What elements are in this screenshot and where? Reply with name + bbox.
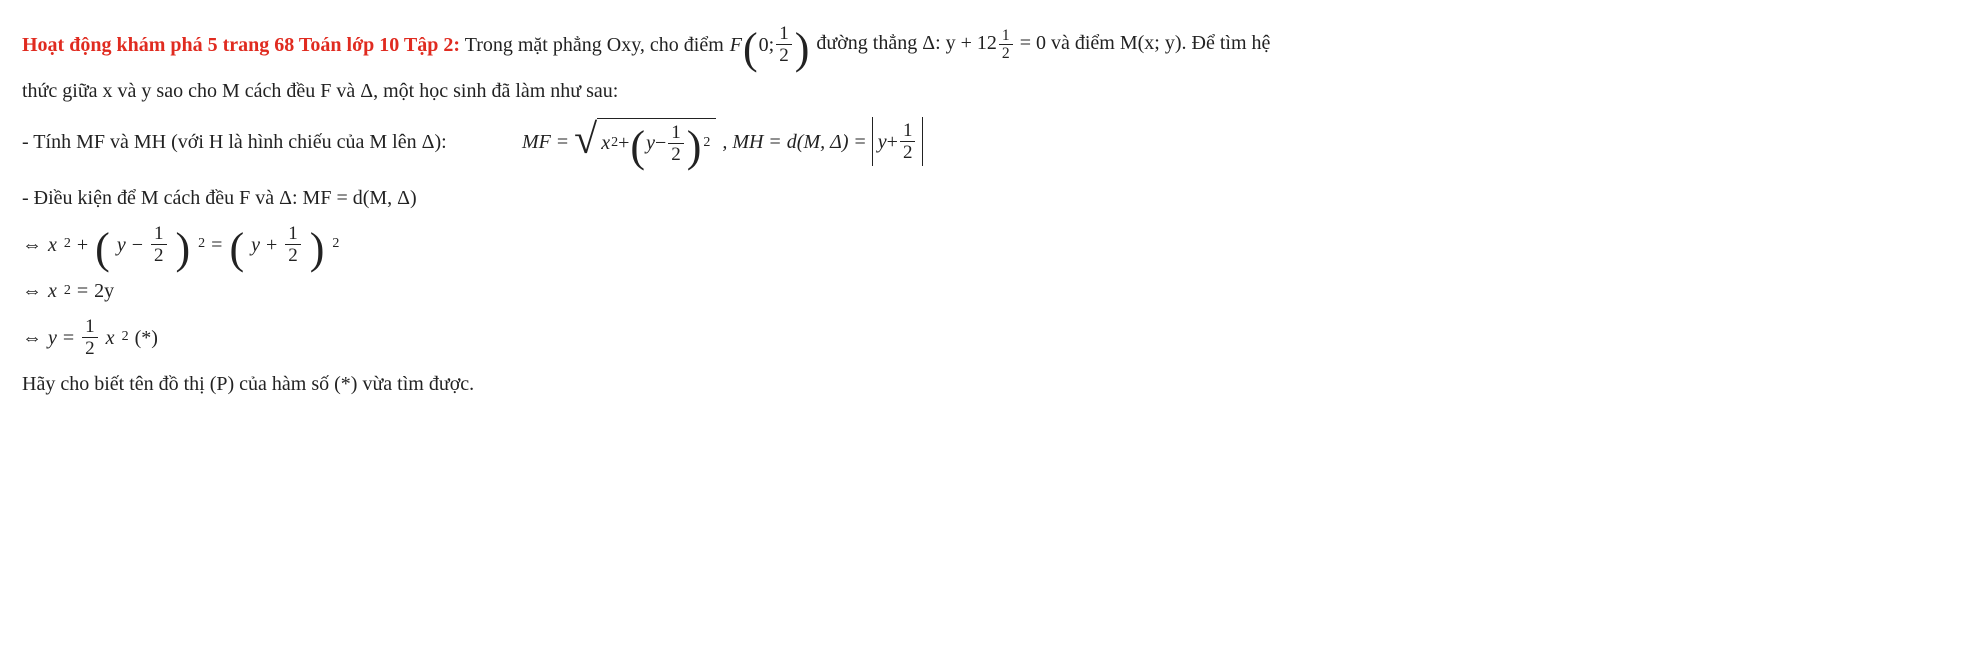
- abs: y + 1 2: [872, 117, 924, 166]
- eq1: =: [557, 126, 568, 158]
- xb: x: [48, 275, 57, 307]
- sup1: 2: [611, 132, 618, 154]
- minusa: −: [132, 229, 143, 261]
- half1: 1 2: [668, 123, 684, 164]
- F-frac: 1 2: [776, 24, 792, 65]
- sqrt: √ x2 + ( y − 1 2 )2: [574, 118, 716, 166]
- plus1: +: [618, 127, 629, 159]
- xa: x: [48, 229, 57, 261]
- step1-row: - Tính MF và MH (với H là hình chiếu của…: [22, 117, 1960, 166]
- sqrt-sym: √: [574, 124, 597, 172]
- eq5: =: [77, 275, 88, 307]
- problem-intro-line2: thức giữa x và y sao cho M cách đều F và…: [22, 75, 1960, 107]
- iff2: ⇔: [22, 275, 42, 307]
- problem-intro-line1: Hoạt động khám phá 5 trang 68 Toán lớp 1…: [22, 24, 1960, 65]
- intro-text-1: Trong mặt phẳng Oxy, cho điểm: [465, 34, 724, 56]
- x: x: [601, 127, 610, 159]
- mf-label: MF: [522, 126, 551, 158]
- equiv-line-1: ⇔ x2 + ( y − 1 2 )2 = ( y + 1 2 )2: [22, 224, 1960, 265]
- supa: 2: [64, 233, 71, 255]
- intro-frac: 12: [999, 28, 1013, 62]
- eq4: =: [211, 229, 222, 261]
- equiv-line-2: ⇔ x2 = 2y: [22, 275, 1960, 307]
- yb: y: [251, 229, 260, 261]
- plus2: +: [887, 126, 898, 158]
- dM: d(M, Δ): [787, 126, 849, 158]
- minus1: −: [655, 127, 666, 159]
- halfc: 1 2: [82, 317, 98, 358]
- equiv-line-3: ⇔ y = 1 2 x2 (*): [22, 317, 1960, 358]
- intro-text-2: đường thẳng Δ: y + 12: [816, 32, 997, 54]
- y2: y: [878, 126, 887, 158]
- supc: 2: [332, 233, 339, 255]
- halfa: 1 2: [151, 224, 167, 265]
- supe: 2: [122, 326, 129, 348]
- final-text: Hãy cho biết tên đồ thị (P) của hàm số (…: [22, 368, 1960, 400]
- y1: y: [646, 127, 655, 159]
- F-zero: 0;: [759, 29, 775, 61]
- point-F: F ( 0; 1 2 ): [730, 24, 811, 65]
- iff1: ⇔: [22, 229, 42, 261]
- star: (*): [135, 322, 158, 354]
- sqrt-body: x2 + ( y − 1 2 )2: [597, 118, 716, 166]
- step2-text: - Điều kiện để M cách đều F và Δ: MF = d…: [22, 182, 1960, 214]
- eq3: =: [855, 126, 866, 158]
- sup2: 2: [703, 132, 710, 154]
- intro-text-3: = 0 và điểm M(x; y). Để tìm hệ: [1015, 32, 1271, 54]
- mh-label: , MH: [722, 126, 763, 158]
- step1-text: - Tính MF và MH (với H là hình chiếu của…: [22, 126, 482, 158]
- mf-mh-formula: MF = √ x2 + ( y − 1 2 )2 , MH = d(M, Δ) …: [522, 117, 923, 166]
- F-letter: F: [730, 29, 742, 61]
- ya: y: [117, 229, 126, 261]
- iff3: ⇔: [22, 322, 42, 354]
- halfb: 1 2: [285, 224, 301, 265]
- supb: 2: [198, 233, 205, 255]
- plusb: +: [266, 229, 277, 261]
- plusa: +: [77, 229, 88, 261]
- eq2: =: [770, 126, 781, 158]
- half2: 1 2: [900, 121, 916, 162]
- title-prefix: Hoạt động khám phá 5 trang 68 Toán lớp 1…: [22, 34, 460, 56]
- yc: y: [48, 322, 57, 354]
- eq6: =: [63, 322, 74, 354]
- xc: x: [106, 322, 115, 354]
- twoy: 2y: [94, 275, 114, 307]
- supd: 2: [64, 280, 71, 302]
